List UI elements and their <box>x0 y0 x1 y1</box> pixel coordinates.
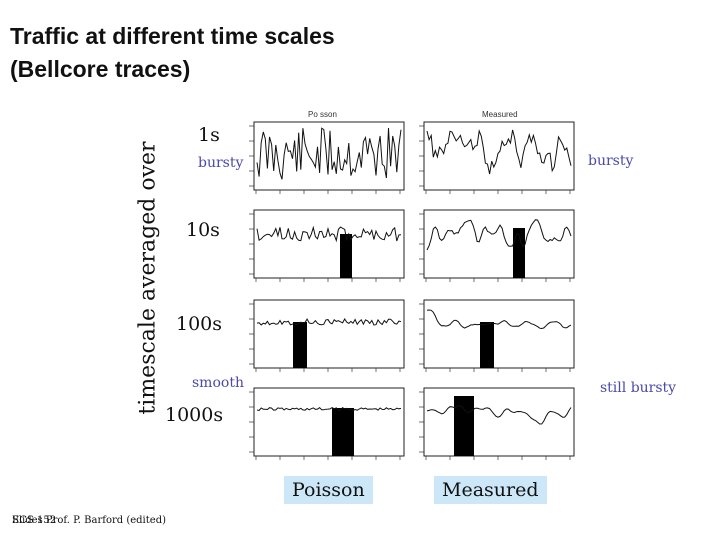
x-ticks <box>425 190 571 194</box>
timescale-label-1s: 1s <box>198 124 220 146</box>
panel-frame <box>423 299 575 369</box>
panel-frame <box>423 387 575 457</box>
measured-panel-1s <box>419 121 575 194</box>
panel-frame <box>253 387 405 457</box>
x-ticks <box>255 190 401 194</box>
x-ticks <box>255 278 401 282</box>
traffic-trace <box>426 219 572 251</box>
x-ticks <box>255 456 401 460</box>
annotation-bursty-right: bursty <box>588 153 634 169</box>
poisson-panel-1s <box>249 121 405 194</box>
footer: ECS 152 Slides Prof. P. Barford (edited) <box>12 515 166 526</box>
zoom-window-highlight <box>340 234 352 278</box>
footer-credit: Slides Prof. P. Barford (edited) <box>12 515 166 526</box>
traffic-trace <box>256 127 402 180</box>
traffic-trace <box>426 309 572 330</box>
measured-panel-10s <box>419 209 575 282</box>
annotation-bursty-left: bursty <box>198 155 244 171</box>
column-header-poisson: Po sson <box>308 110 337 119</box>
zoom-window-highlight <box>480 322 494 368</box>
panel-frame <box>423 209 575 279</box>
panel-frame <box>253 121 405 191</box>
panel-frame <box>423 121 575 191</box>
annotation-still-bursty: still bursty <box>600 380 677 396</box>
title-line-1: Traffic at different time scales <box>10 23 335 49</box>
x-ticks <box>255 368 401 372</box>
timescale-label-10s: 10s <box>186 219 220 241</box>
zoom-window-highlight <box>513 228 525 278</box>
y-ticks <box>249 391 254 453</box>
poisson-legend-box: Poisson <box>284 476 373 504</box>
y-ticks <box>249 125 254 187</box>
traffic-trace <box>256 318 402 326</box>
poisson-panel-100s <box>249 299 405 372</box>
y-ticks <box>249 213 254 275</box>
y-ticks <box>419 125 424 187</box>
column-header-measured: Measured <box>482 110 518 119</box>
timescale-label-100s: 100s <box>176 313 223 335</box>
x-ticks <box>425 456 571 460</box>
y-axis-label: timescale averaged over <box>135 141 161 415</box>
y-ticks <box>249 303 254 365</box>
measured-panel-100s <box>419 299 575 372</box>
traffic-trace <box>256 225 402 243</box>
zoom-window-highlight <box>454 396 474 456</box>
poisson-panel-1000s <box>249 387 405 460</box>
traffic-trace <box>426 405 572 425</box>
y-ticks <box>419 303 424 365</box>
annotation-smooth: smooth <box>192 375 244 391</box>
x-ticks <box>425 368 571 372</box>
poisson-panel-10s <box>249 209 405 282</box>
traffic-trace <box>256 407 402 412</box>
x-ticks <box>425 278 571 282</box>
measured-legend-box: Measured <box>434 476 547 504</box>
zoom-window-highlight <box>332 408 354 456</box>
slide-title: Traffic at different time scales (Bellco… <box>10 20 335 86</box>
title-line-2: (Bellcore traces) <box>10 56 191 82</box>
y-ticks <box>419 391 424 453</box>
panel-frame <box>253 209 405 279</box>
traffic-trace <box>426 128 572 175</box>
timescale-label-1000s: 1000s <box>165 404 224 426</box>
measured-panel-1000s <box>419 387 575 460</box>
footer-course: ECS 152 <box>12 515 57 526</box>
zoom-window-highlight <box>293 322 307 368</box>
y-ticks <box>419 213 424 275</box>
panel-frame <box>253 299 405 369</box>
